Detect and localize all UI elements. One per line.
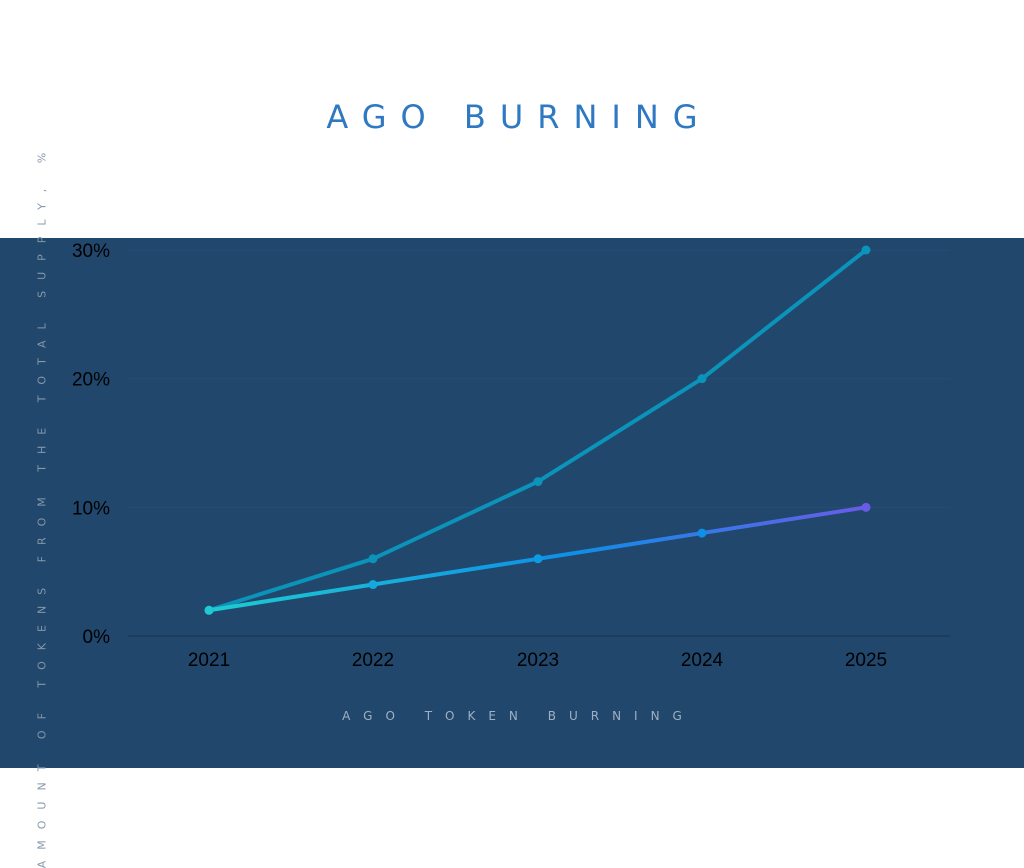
x-tick-label: 2022 (352, 650, 394, 671)
x-tick-label: 2025 (845, 650, 887, 671)
page-title: AGO BURNING (326, 98, 712, 136)
header: AGO BURNING (0, 0, 1024, 238)
y-tick-label: 20% (72, 370, 110, 391)
line-chart: 0% 10% 20% 30% 2021 2022 2023 2024 2025 (72, 241, 950, 671)
data-point (861, 245, 871, 255)
data-point (697, 374, 707, 384)
y-axis-title: AMOUNT OF TOKENS FROM THE TOTAL SUPPLY, … (35, 141, 49, 868)
y-tick-label: 0% (83, 627, 111, 648)
data-point (533, 477, 543, 487)
y-tick-label: 30% (72, 241, 110, 262)
y-tick-label: 10% (72, 498, 110, 519)
data-point (368, 554, 378, 564)
data-point (697, 528, 707, 538)
x-tick-label: 2021 (188, 650, 230, 671)
x-axis-title: AGO TOKEN BURNING (342, 709, 695, 723)
x-tick-label: 2024 (681, 650, 724, 671)
data-point (204, 605, 214, 615)
chart-panel (0, 238, 1024, 768)
x-tick-label: 2023 (517, 650, 559, 671)
data-point (533, 554, 543, 564)
data-point (368, 580, 378, 590)
data-point (861, 502, 871, 512)
